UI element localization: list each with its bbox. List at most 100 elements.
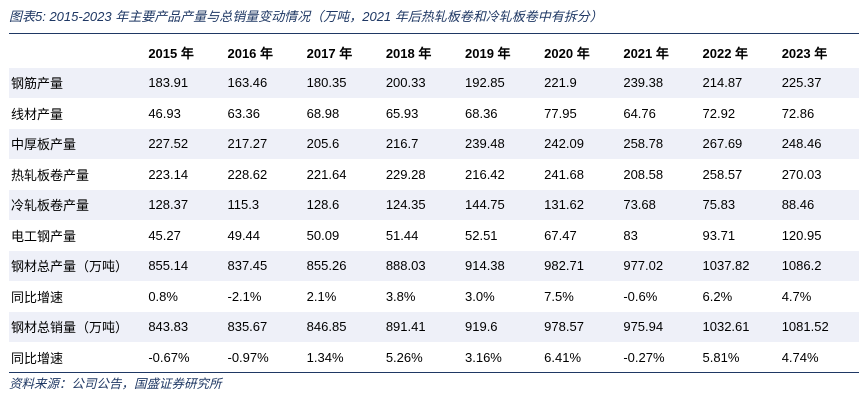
value-cell: 1086.2 [779,250,859,281]
value-cell: 1.34% [304,342,384,373]
value-cell: 837.45 [225,250,305,281]
value-cell: 5.26% [383,342,463,373]
value-cell: 49.44 [225,220,305,251]
value-cell: -0.67% [146,342,226,373]
value-cell: 978.57 [542,311,622,342]
value-cell: 163.46 [225,67,305,98]
value-cell: 63.36 [225,98,305,129]
header-cell: 2020 年 [542,37,622,68]
value-cell: 6.2% [700,281,780,312]
value-cell: 242.09 [542,128,622,159]
table-row: 冷轧板卷产量 128.37 115.3 128.6 124.35 144.75 131.62… [9,189,859,220]
value-cell: 131.62 [542,189,622,220]
value-cell: 65.93 [383,98,463,129]
value-cell: 835.67 [225,311,305,342]
value-cell: 124.35 [383,189,463,220]
table-row: 中厚板产量 227.52 217.27 205.6 216.7 239.48 242.09 2… [9,128,859,159]
header-cell: 2022 年 [700,37,780,68]
value-cell: 77.95 [542,98,622,129]
value-cell: 3.16% [463,342,543,373]
row-label: 热轧板卷产量 [9,159,147,190]
header-cell: 2016 年 [225,37,305,68]
row-label: 中厚板产量 [9,128,147,159]
row-label: 钢筋产量 [9,67,147,98]
value-cell: 267.69 [700,128,780,159]
value-cell: 51.44 [383,220,463,251]
value-cell: 982.71 [542,250,622,281]
value-cell: 73.68 [621,189,701,220]
header-cell: 2021 年 [621,37,701,68]
value-cell: 217.27 [225,128,305,159]
value-cell: -0.6% [621,281,701,312]
value-cell: -0.27% [621,342,701,373]
value-cell: 1081.52 [779,311,859,342]
value-cell: 0.8% [146,281,226,312]
value-cell: 248.46 [779,128,859,159]
source-note: 资料来源：公司公告，国盛证券研究所 [9,377,222,391]
value-cell: 1037.82 [700,250,780,281]
value-cell: 227.52 [146,128,226,159]
value-cell: 914.38 [463,250,543,281]
value-cell: 225.37 [779,67,859,98]
value-cell: 888.03 [383,250,463,281]
row-label: 钢材总产量（万吨） [9,250,147,281]
row-label: 钢材总销量（万吨） [9,311,147,342]
row-label: 冷轧板卷产量 [9,189,147,220]
value-cell: 50.09 [304,220,384,251]
value-cell: 67.47 [542,220,622,251]
value-cell: 205.6 [304,128,384,159]
production-sales-table: 2015 年 2016 年 2017 年 2018 年 2019 年 2020 … [9,37,859,373]
value-cell: 228.62 [225,159,305,190]
value-cell: 4.7% [779,281,859,312]
value-cell: 239.38 [621,67,701,98]
figure-title: 图表5: 2015-2023 年主要产品产量与总销量变动情况（万吨，2021 年… [9,9,603,24]
value-cell: 223.14 [146,159,226,190]
value-cell: 64.76 [621,98,701,129]
header-cell [9,37,147,68]
table-row: 热轧板卷产量 223.14 228.62 221.64 229.28 216.42 241.… [9,159,859,190]
value-cell: 68.98 [304,98,384,129]
value-cell: 144.75 [463,189,543,220]
value-cell: 241.68 [542,159,622,190]
header-cell: 2023 年 [779,37,859,68]
value-cell: 258.57 [700,159,780,190]
value-cell: 88.46 [779,189,859,220]
value-cell: 4.74% [779,342,859,373]
value-cell: 208.58 [621,159,701,190]
row-label: 线材产量 [9,98,147,129]
table-row: 同比增速 0.8% -2.1% 2.1% 3.8% 3.0% 7.5% -0.6% 6.2% 4.… [9,281,859,312]
value-cell: 7.5% [542,281,622,312]
table-header-row: 2015 年 2016 年 2017 年 2018 年 2019 年 2020 … [9,37,859,68]
value-cell: -0.97% [225,342,305,373]
value-cell: -2.1% [225,281,305,312]
value-cell: 221.64 [304,159,384,190]
value-cell: 846.85 [304,311,384,342]
value-cell: 68.36 [463,98,543,129]
value-cell: 200.33 [383,67,463,98]
value-cell: 75.83 [700,189,780,220]
value-cell: 52.51 [463,220,543,251]
value-cell: 216.7 [383,128,463,159]
header-cell: 2018 年 [383,37,463,68]
value-cell: 270.03 [779,159,859,190]
value-cell: 221.9 [542,67,622,98]
value-cell: 3.0% [463,281,543,312]
value-cell: 72.92 [700,98,780,129]
value-cell: 180.35 [304,67,384,98]
value-cell: 239.48 [463,128,543,159]
table-row: 钢材总销量（万吨） 843.83 835.67 846.85 891.41 919.6 97… [9,311,859,342]
value-cell: 183.91 [146,67,226,98]
value-cell: 46.93 [146,98,226,129]
value-cell: 855.26 [304,250,384,281]
value-cell: 72.86 [779,98,859,129]
header-cell: 2017 年 [304,37,384,68]
table-row: 线材产量 46.93 63.36 68.98 65.93 68.36 77.95 64.76 7… [9,98,859,129]
value-cell: 6.41% [542,342,622,373]
value-cell: 919.6 [463,311,543,342]
value-cell: 128.37 [146,189,226,220]
row-label: 同比增速 [9,342,147,373]
value-cell: 93.71 [700,220,780,251]
value-cell: 3.8% [383,281,463,312]
value-cell: 115.3 [225,189,305,220]
row-label: 电工钢产量 [9,220,147,251]
